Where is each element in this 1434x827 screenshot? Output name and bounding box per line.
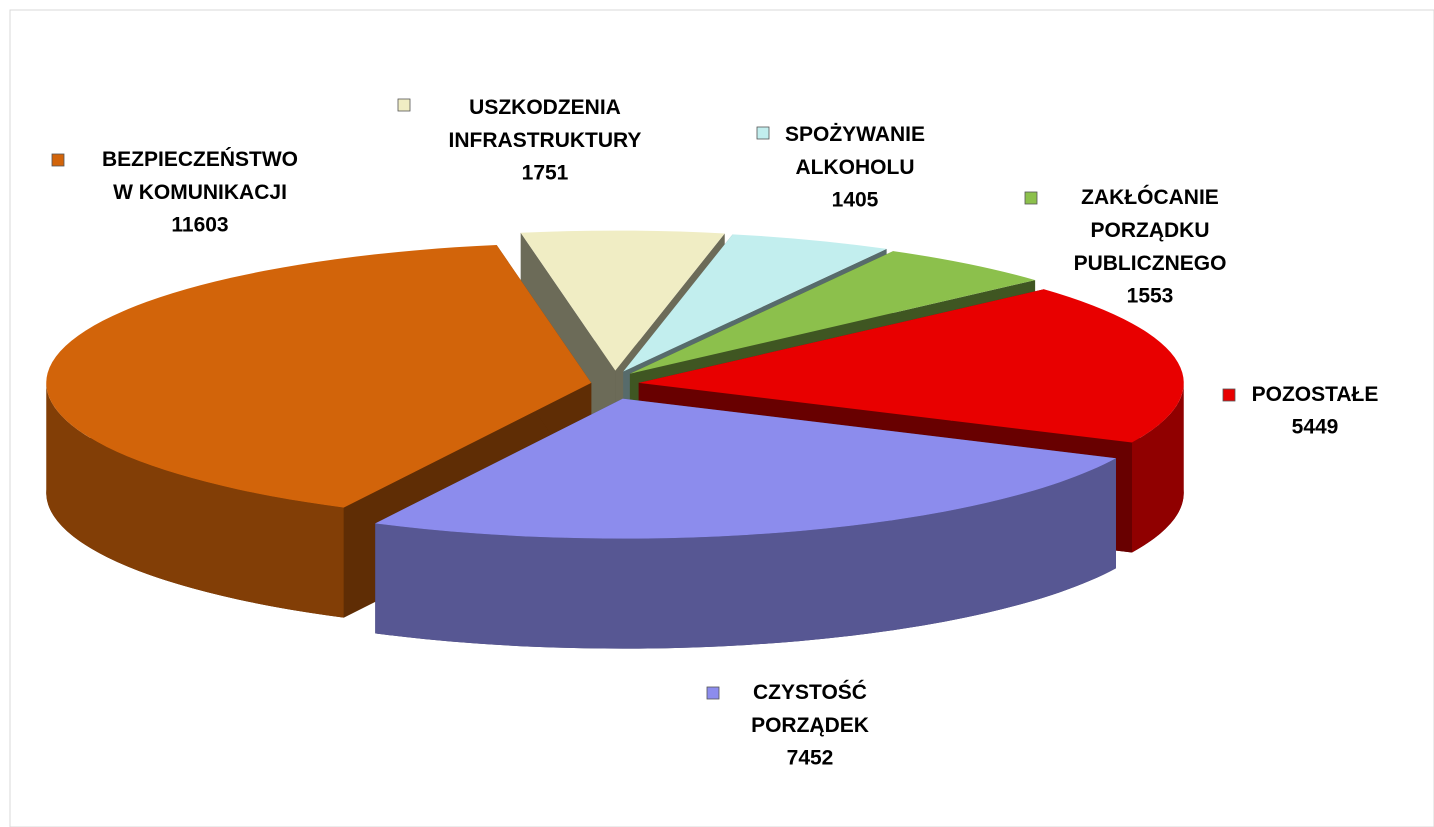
slice [375, 398, 1116, 649]
slice-top [623, 234, 887, 372]
slice-top [375, 398, 1116, 539]
slice-label: BEZPIECZEŃSTWO W KOMUNIKACJI [102, 148, 298, 204]
slice-side [46, 382, 344, 618]
slice-top [629, 251, 1036, 374]
slice-top [46, 244, 592, 508]
legend-swatch [706, 686, 720, 700]
slice-top [520, 230, 725, 371]
legend-swatch [397, 98, 411, 112]
legend-swatch [756, 126, 770, 140]
legend-swatch [1222, 388, 1236, 402]
slice-value: 1751 [522, 162, 569, 185]
slice-value: 11603 [171, 214, 228, 237]
legend-swatch [1024, 191, 1038, 205]
slice-label: POZOSTAŁE [1252, 383, 1379, 406]
legend-swatch [51, 153, 65, 167]
slice-top [638, 289, 1184, 443]
slice-label: SPOŻYWANIE ALKOHOLU [785, 123, 925, 179]
slice-value: 7452 [787, 747, 834, 770]
slice-label: CZYSTOŚĆ PORZĄDEK [751, 680, 869, 737]
slice-side [1131, 382, 1184, 553]
slice-value: 1553 [1127, 285, 1174, 308]
slice-label: USZKODZENIA INFRASTRUKTURY [449, 96, 642, 152]
slice-value: 5449 [1292, 416, 1339, 439]
slice-value: 1405 [832, 189, 879, 212]
slice-label: ZAKŁÓCANIE PORZĄDKU PUBLICZNEGO [1074, 185, 1227, 275]
slice-side [375, 458, 1116, 649]
